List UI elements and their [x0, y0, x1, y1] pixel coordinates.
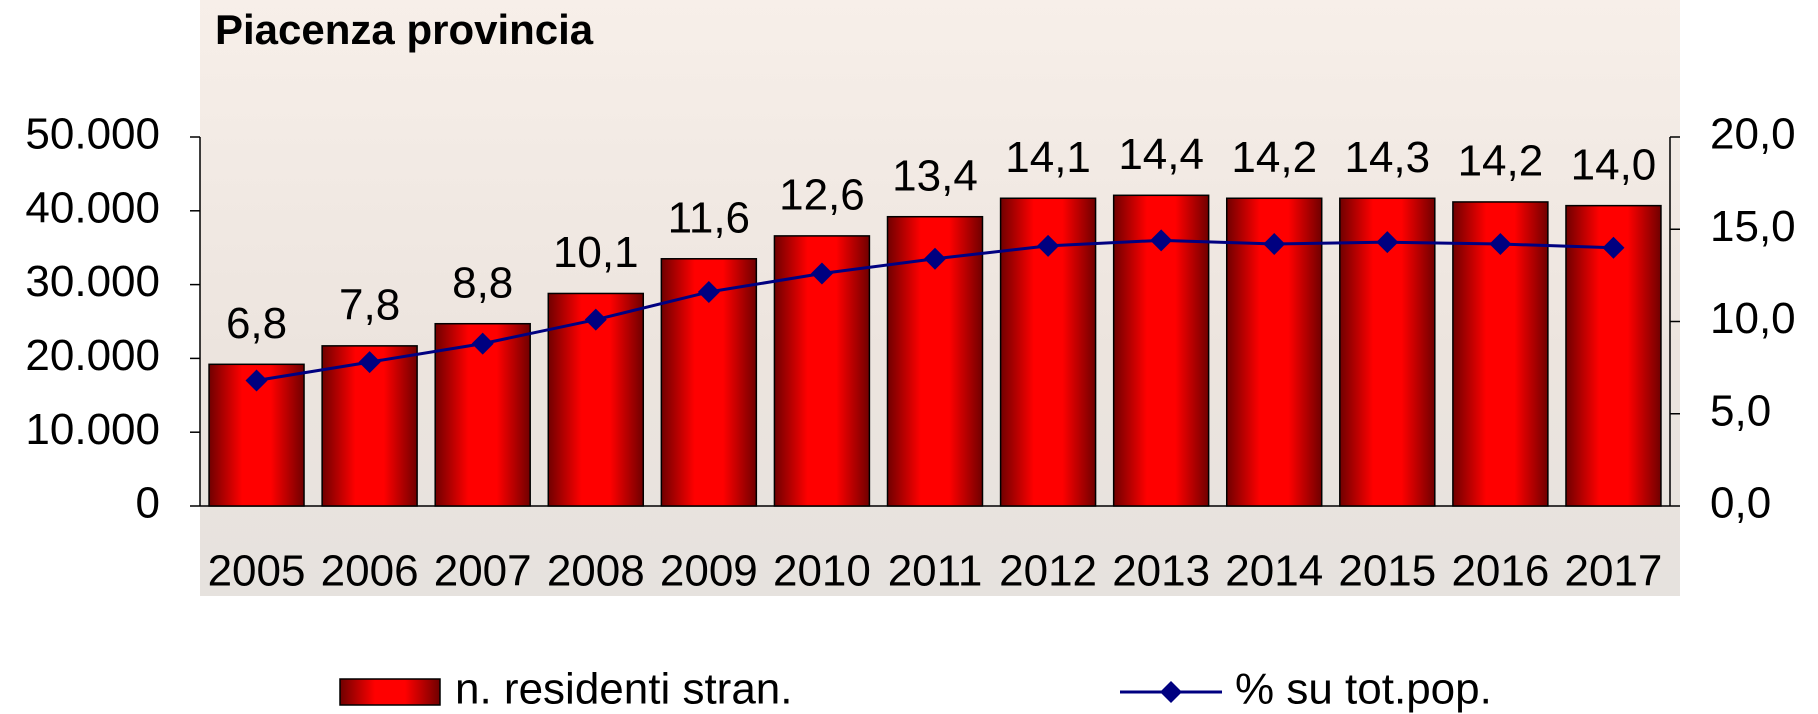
y-tick-label: 0 [136, 479, 160, 528]
data-label: 14,3 [1344, 133, 1430, 182]
data-label: 14,4 [1118, 130, 1204, 179]
x-tick-label: 2007 [434, 547, 532, 596]
data-label: 7,8 [339, 280, 400, 329]
y-tick-label: 20.000 [25, 331, 160, 380]
y2-tick-label: 10,0 [1710, 294, 1796, 343]
x-tick-label: 2010 [773, 547, 871, 596]
data-label: 14,2 [1231, 133, 1317, 182]
x-tick-label: 2008 [547, 547, 645, 596]
data-label: 13,4 [892, 151, 978, 200]
y2-tick-label: 15,0 [1710, 202, 1796, 251]
chart-title: Piacenza provincia [215, 6, 594, 53]
y2-tick-label: 5,0 [1710, 386, 1771, 435]
y2-tick-label: 0,0 [1710, 479, 1771, 528]
x-tick-label: 2006 [321, 547, 419, 596]
y-tick-label: 10.000 [25, 405, 160, 454]
x-tick-label: 2009 [660, 547, 758, 596]
legend-swatch [340, 679, 440, 705]
x-tick-label: 2005 [208, 547, 306, 596]
data-label: 11,6 [668, 193, 750, 242]
data-label: 14,0 [1571, 140, 1657, 189]
data-label: 8,8 [452, 258, 513, 307]
data-label: 6,8 [226, 299, 287, 348]
legend-marker [1160, 681, 1182, 703]
x-tick-label: 2016 [1451, 547, 1549, 596]
chart: Piacenza provincia 0 10.000 20.000 30.000 40… [0, 0, 1818, 714]
x-tick-label: 2012 [999, 547, 1097, 596]
y-tick-label: 50.000 [25, 110, 160, 159]
legend-label: n. residenti stran. [455, 665, 793, 714]
x-tick-label: 2015 [1338, 547, 1436, 596]
data-label: 14,1 [1005, 133, 1091, 182]
y-tick-label: 40.000 [25, 183, 160, 232]
y2-tick-label: 20,0 [1710, 110, 1796, 159]
x-tick-label: 2013 [1112, 547, 1210, 596]
data-label: 14,2 [1458, 137, 1544, 186]
y-tick-label: 30.000 [25, 257, 160, 306]
x-tick-label: 2011 [888, 547, 983, 596]
x-tick-label: 2017 [1565, 547, 1663, 596]
data-label: 10,1 [553, 228, 639, 277]
x-tick-label: 2014 [1225, 547, 1323, 596]
data-label: 12,6 [779, 171, 865, 220]
legend-label: % su tot.pop. [1235, 665, 1492, 714]
